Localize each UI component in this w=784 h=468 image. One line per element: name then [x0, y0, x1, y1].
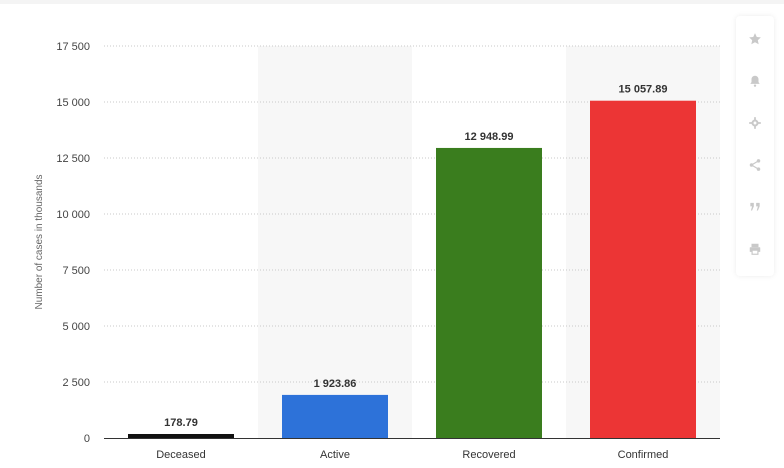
x-tick-label: Active: [320, 449, 350, 461]
y-tick-label: 7 500: [62, 265, 90, 277]
data-labels: 178.79 1 923.86 12 948.99 15 057.89: [164, 84, 667, 429]
x-tick-label: Confirmed: [618, 449, 669, 461]
bar-deceased[interactable]: [128, 433, 234, 438]
notification-button[interactable]: [736, 62, 774, 100]
star-icon: [749, 33, 761, 45]
band: [258, 46, 412, 438]
data-label: 1 923.86: [314, 378, 357, 390]
data-label: 12 948.99: [465, 131, 514, 143]
settings-button[interactable]: [736, 104, 774, 142]
y-axis-ticks: 0 2 500 5 000 7 500 10 000 12 500 15 000 17 500: [56, 41, 90, 445]
share-button[interactable]: [736, 146, 774, 184]
chart-toolbar: [736, 16, 774, 276]
bar-active[interactable]: [282, 394, 388, 438]
share-icon: [749, 159, 761, 171]
quote-icon: [750, 202, 760, 211]
y-axis-title: Number of cases in thousands: [34, 174, 45, 309]
bar-recovered[interactable]: [436, 147, 542, 438]
y-tick-label: 2 500: [62, 377, 90, 389]
print-button[interactable]: [736, 230, 774, 268]
cite-button[interactable]: [736, 188, 774, 226]
bar-confirmed[interactable]: [590, 100, 696, 439]
top-strip: [0, 0, 784, 4]
y-tick-label: 5 000: [62, 321, 90, 333]
bars: [128, 100, 696, 439]
favorite-button[interactable]: [736, 20, 774, 58]
data-label: 178.79: [164, 417, 198, 429]
bell-icon: [750, 75, 760, 87]
data-label: 15 057.89: [619, 84, 668, 96]
y-tick-label: 0: [84, 433, 90, 445]
gear-icon: [749, 117, 761, 129]
y-tick-label: 17 500: [56, 41, 90, 53]
print-icon: [749, 243, 761, 255]
x-tick-label: Recovered: [462, 449, 515, 461]
x-tick-label: Deceased: [156, 449, 206, 461]
y-tick-label: 15 000: [56, 97, 90, 109]
y-tick-label: 10 000: [56, 209, 90, 221]
y-tick-label: 12 500: [56, 153, 90, 165]
x-axis-ticks: Deceased Active Recovered Confirmed: [156, 449, 668, 461]
